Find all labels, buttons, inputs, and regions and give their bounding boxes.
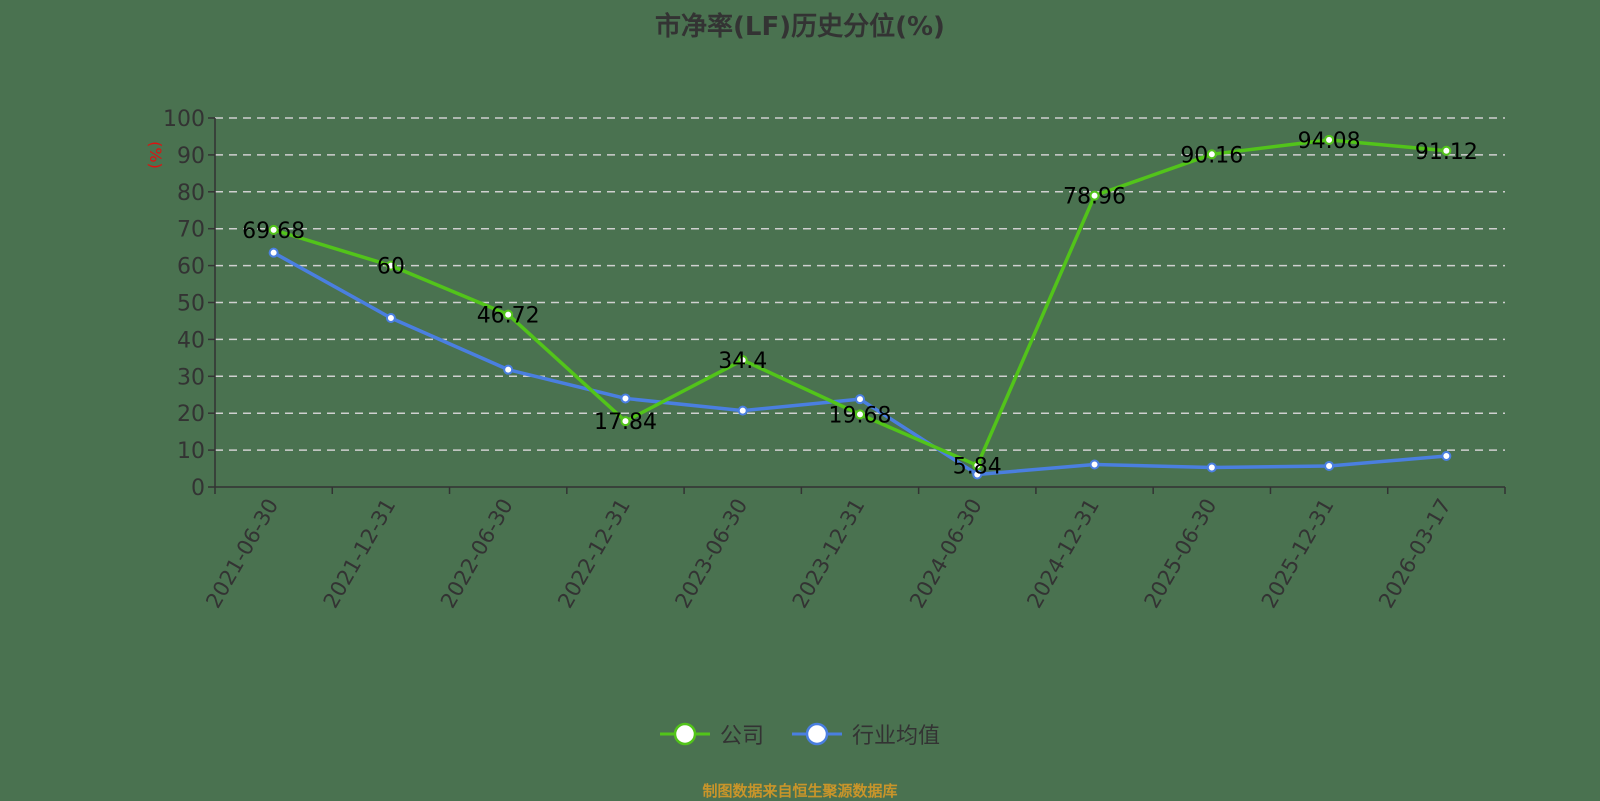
legend-label: 行业均值 [852, 724, 941, 749]
x-tick-label: 2025-06-30 [1140, 495, 1222, 613]
data-point[interactable] [620, 393, 631, 404]
y-axis: 0 10 20 30 40 50 60 70 80 90 100 (%) [146, 107, 216, 501]
data-label: 19.68 [829, 403, 892, 428]
legend-item-industry-average[interactable]: 行业均值 [792, 718, 940, 750]
x-tick-label: 2021-06-30 [201, 495, 283, 613]
x-tick-label: 2024-12-31 [1022, 495, 1104, 613]
legend: 公司 行业均值 [0, 718, 1600, 750]
data-point[interactable] [503, 309, 514, 320]
y-tick-label: 20 [177, 402, 205, 427]
data-point[interactable] [1206, 462, 1217, 473]
data-point[interactable] [1324, 460, 1335, 471]
y-tick-label: 80 [177, 181, 205, 206]
y-tick-label: 10 [177, 439, 205, 464]
x-tick-label: 2025-12-31 [1257, 495, 1339, 613]
x-tick-label: 2022-12-31 [553, 495, 635, 613]
data-point[interactable] [385, 260, 396, 271]
data-point[interactable] [1324, 134, 1335, 145]
data-point[interactable] [385, 312, 396, 323]
data-label: 34.4 [718, 349, 767, 374]
data-point[interactable] [972, 460, 983, 471]
y-tick-label: 0 [191, 476, 205, 501]
data-label: 60 [377, 255, 405, 280]
x-tick-label: 2023-12-31 [788, 495, 870, 613]
y-tick-label: 50 [177, 292, 205, 317]
x-tick-label: 2024-06-30 [905, 495, 987, 613]
y-tick-label: 90 [177, 144, 205, 169]
data-label: 78.96 [1063, 185, 1126, 210]
data-label: 5.84 [953, 454, 1002, 479]
data-point[interactable] [855, 409, 865, 420]
data-label: 17.84 [594, 410, 657, 435]
data-point[interactable] [737, 405, 748, 416]
data-point[interactable] [1089, 190, 1100, 201]
series-industry-average [268, 247, 1452, 480]
data-point[interactable] [1441, 451, 1452, 462]
y-tick-label: 60 [177, 255, 205, 280]
y-tick-label: 30 [177, 365, 205, 390]
data-label: 91.12 [1415, 140, 1478, 165]
data-point[interactable] [1206, 149, 1217, 160]
x-tick-label: 2022-06-30 [436, 495, 518, 613]
data-point[interactable] [972, 469, 983, 480]
data-labels: 69.68 60 46.72 17.84 34.4 19.68 5.84 78.96 90.16… [242, 129, 1478, 480]
x-tick-label: 2023-06-30 [670, 495, 752, 613]
x-axis: 2021-06-30 2021-12-31 2022-06-30 2022-12-31… [201, 486, 1506, 613]
y-axis-label: (%) [146, 141, 165, 169]
data-label: 69.68 [242, 219, 305, 244]
y-tick-label: 40 [177, 328, 205, 353]
data-point[interactable] [268, 247, 279, 258]
legend-marker-icon [792, 722, 842, 746]
data-point[interactable] [1089, 459, 1100, 470]
source-note: 制图数据来自恒生聚源数据库 [702, 782, 898, 800]
data-label: 94.08 [1298, 129, 1361, 154]
x-tick-label: 2021-12-31 [319, 494, 401, 612]
data-label: 46.72 [477, 304, 540, 329]
legend-label: 公司 [719, 724, 764, 749]
data-point[interactable] [737, 355, 748, 366]
y-tick-label: 70 [177, 218, 205, 243]
legend-marker-icon [659, 722, 710, 746]
data-point[interactable] [268, 224, 279, 235]
data-point[interactable] [1441, 145, 1452, 156]
data-label: 90.16 [1180, 143, 1243, 168]
data-point[interactable] [855, 394, 865, 405]
data-point[interactable] [620, 416, 631, 427]
chart-title: 市净率(LF)历史分位(%) [655, 12, 945, 42]
y-tick-label: 100 [163, 107, 205, 132]
data-point[interactable] [503, 364, 514, 375]
x-tick-label: 2026-03-17 [1374, 495, 1456, 613]
series-company [268, 134, 1452, 471]
legend-item-company[interactable]: 公司 [659, 718, 764, 750]
